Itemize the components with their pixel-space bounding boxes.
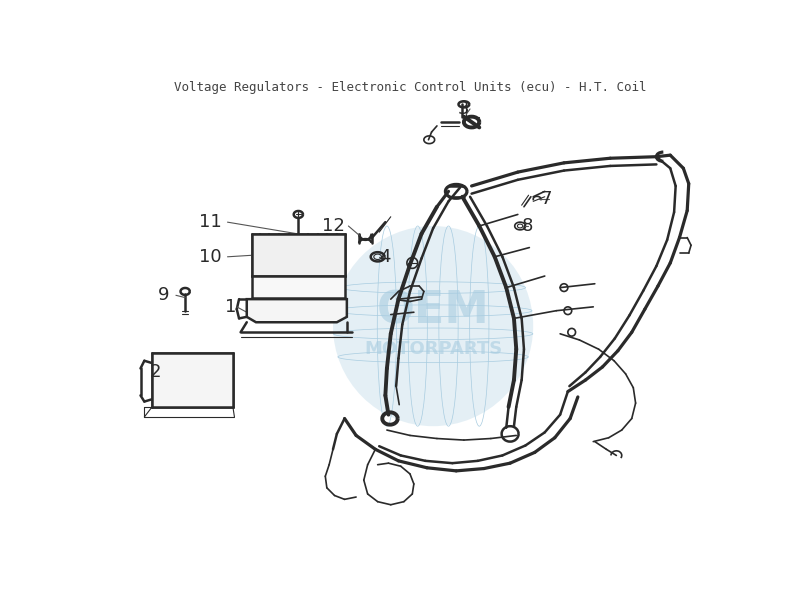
Text: 10: 10: [198, 248, 222, 266]
Text: 3: 3: [458, 100, 470, 118]
Text: 4: 4: [379, 248, 390, 266]
Text: 2: 2: [150, 363, 162, 382]
Text: 8: 8: [522, 217, 533, 235]
Polygon shape: [152, 353, 233, 407]
Text: 11: 11: [198, 213, 222, 231]
Text: Voltage Regulators - Electronic Control Units (ecu) - H.T. Coil: Voltage Regulators - Electronic Control …: [174, 81, 646, 94]
FancyBboxPatch shape: [252, 276, 345, 298]
Text: MOTORPARTS: MOTORPARTS: [364, 340, 502, 358]
Text: 12: 12: [322, 217, 345, 235]
Text: 7: 7: [541, 190, 553, 208]
Text: 1: 1: [226, 298, 237, 316]
Text: OEM: OEM: [377, 289, 490, 332]
Text: 9: 9: [158, 286, 170, 304]
Polygon shape: [246, 299, 347, 322]
Circle shape: [333, 226, 534, 426]
FancyBboxPatch shape: [252, 233, 345, 276]
